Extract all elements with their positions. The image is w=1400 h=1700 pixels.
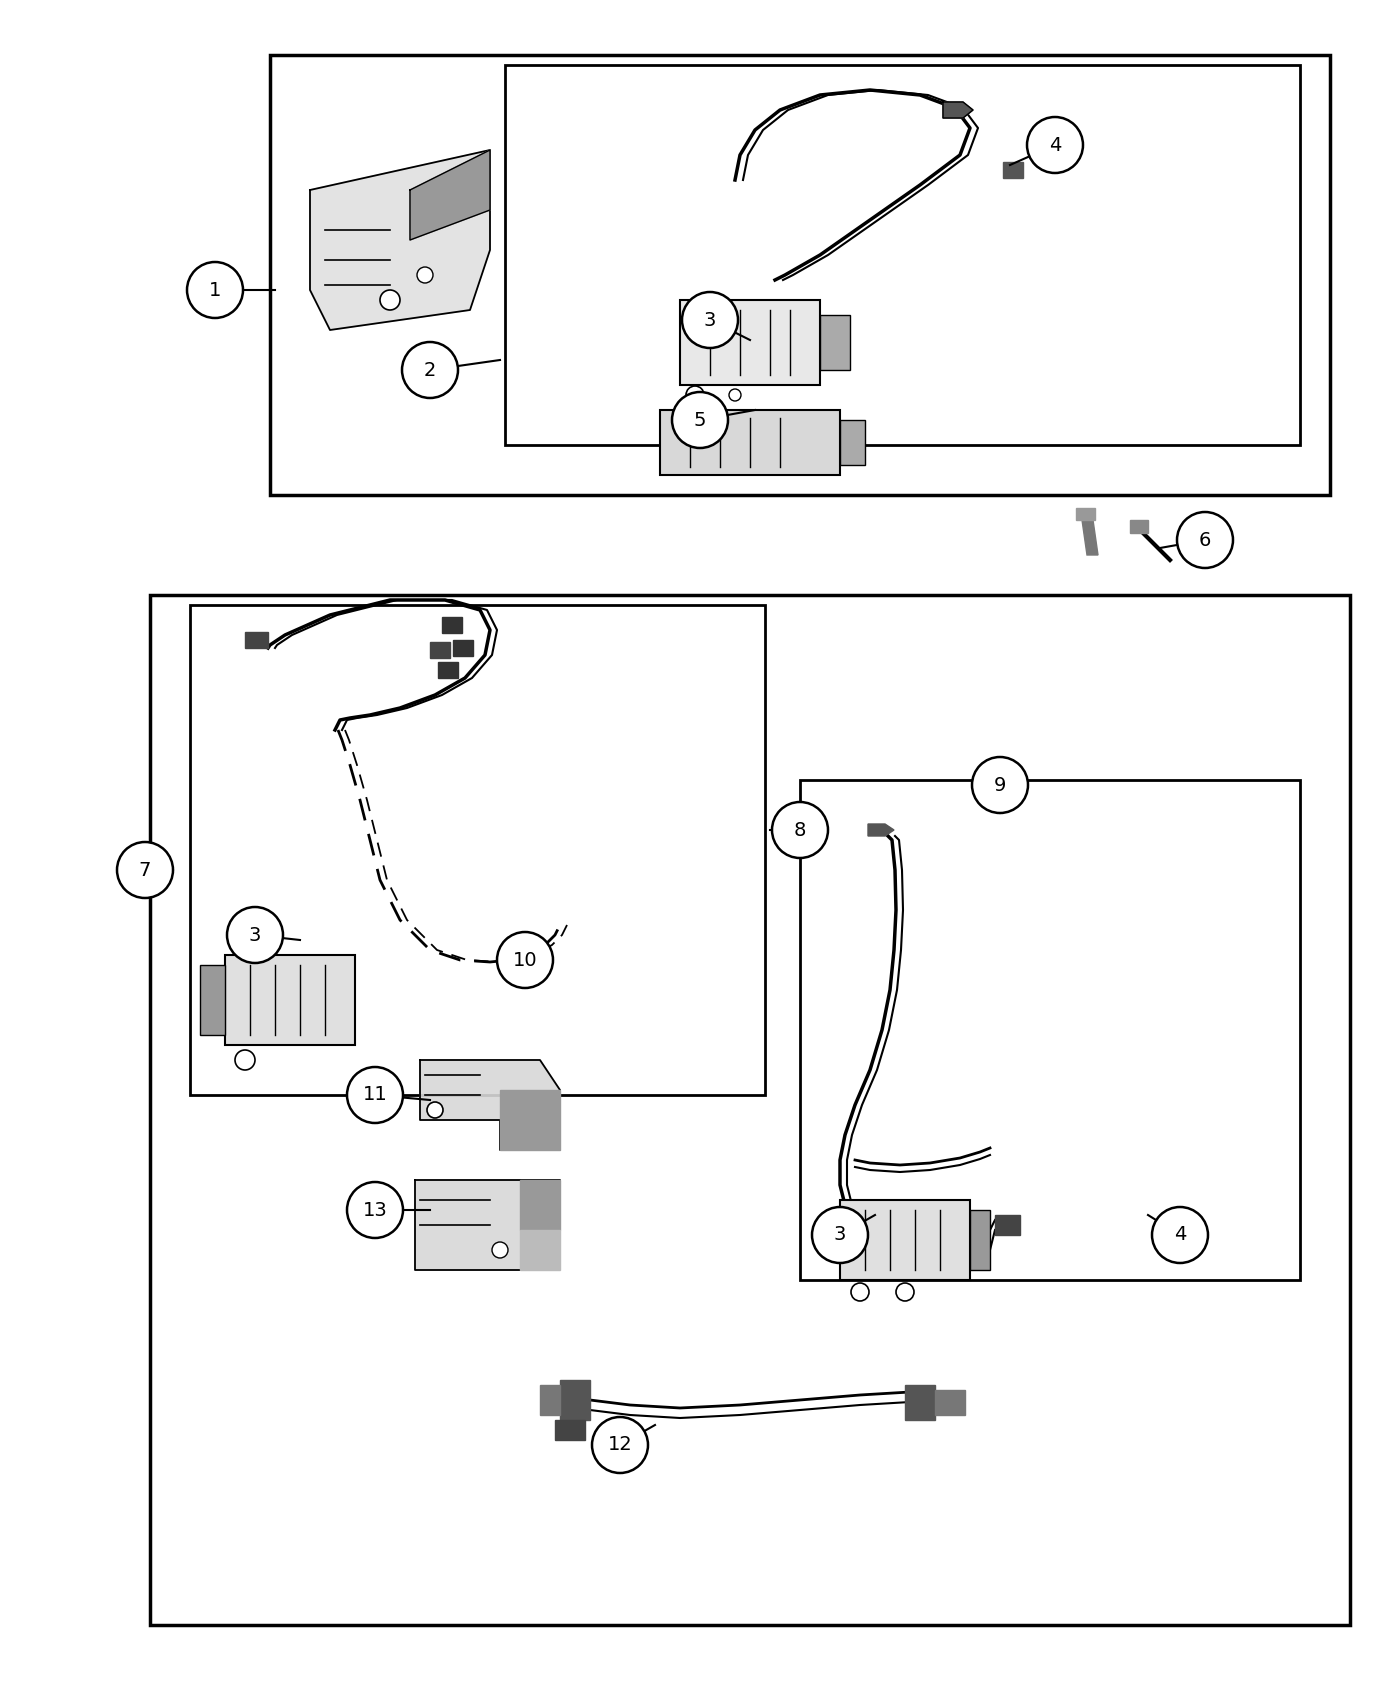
Circle shape (347, 1182, 403, 1238)
Text: 3: 3 (704, 311, 717, 330)
Circle shape (118, 842, 174, 898)
Bar (680, 299, 820, 384)
Bar (970, 1210, 990, 1270)
Text: 2: 2 (424, 360, 437, 379)
Bar (840, 420, 865, 466)
Text: 1: 1 (209, 280, 221, 299)
Circle shape (427, 1102, 442, 1119)
Circle shape (379, 291, 400, 309)
Circle shape (235, 1051, 255, 1069)
Polygon shape (519, 1231, 560, 1270)
Circle shape (1177, 512, 1233, 568)
Polygon shape (868, 824, 895, 836)
Text: 9: 9 (994, 775, 1007, 794)
Text: 4: 4 (1173, 1226, 1186, 1244)
Circle shape (1152, 1207, 1208, 1263)
Polygon shape (995, 1216, 1021, 1234)
Text: 3: 3 (834, 1226, 846, 1244)
Polygon shape (410, 150, 490, 240)
Circle shape (672, 393, 728, 449)
Bar (820, 314, 850, 371)
Circle shape (417, 267, 433, 282)
Circle shape (896, 1284, 914, 1300)
Polygon shape (500, 1090, 560, 1149)
Bar (190, 605, 764, 1095)
Bar (270, 54, 1330, 495)
Circle shape (347, 1068, 403, 1124)
Circle shape (686, 386, 704, 405)
Circle shape (402, 342, 458, 398)
Polygon shape (554, 1420, 585, 1440)
Polygon shape (1002, 162, 1023, 178)
Polygon shape (245, 632, 267, 648)
Circle shape (592, 1418, 648, 1472)
Circle shape (972, 756, 1028, 813)
Bar (225, 955, 356, 1046)
Circle shape (491, 1243, 508, 1258)
Text: 10: 10 (512, 950, 538, 969)
Circle shape (227, 908, 283, 962)
Circle shape (682, 292, 738, 348)
Polygon shape (430, 643, 449, 658)
Polygon shape (904, 1386, 935, 1420)
Polygon shape (1077, 508, 1095, 520)
Polygon shape (442, 617, 462, 632)
Circle shape (497, 932, 553, 988)
Polygon shape (560, 1380, 589, 1420)
Polygon shape (935, 1391, 965, 1414)
Text: 11: 11 (363, 1086, 388, 1105)
Text: 4: 4 (1049, 136, 1061, 155)
Circle shape (771, 802, 827, 858)
Text: 13: 13 (363, 1200, 388, 1219)
Circle shape (812, 1207, 868, 1263)
Bar (150, 595, 1350, 1625)
Circle shape (1028, 117, 1084, 173)
Text: 8: 8 (794, 821, 806, 840)
Text: 6: 6 (1198, 530, 1211, 549)
Circle shape (851, 1284, 869, 1300)
Polygon shape (1082, 520, 1098, 554)
Polygon shape (414, 1180, 560, 1270)
Polygon shape (944, 102, 973, 117)
Polygon shape (438, 661, 458, 678)
Polygon shape (1130, 520, 1148, 534)
Polygon shape (454, 639, 473, 656)
Bar (840, 1200, 970, 1280)
Circle shape (188, 262, 244, 318)
Circle shape (729, 389, 741, 401)
Polygon shape (420, 1061, 560, 1149)
Bar (200, 966, 225, 1035)
Polygon shape (540, 1386, 560, 1414)
Polygon shape (519, 1180, 560, 1231)
Bar (799, 780, 1301, 1280)
Bar (505, 65, 1301, 445)
Text: 12: 12 (608, 1435, 633, 1455)
Bar (659, 410, 840, 474)
Text: 3: 3 (249, 925, 262, 945)
Text: 7: 7 (139, 860, 151, 879)
Text: 5: 5 (694, 410, 706, 430)
Polygon shape (309, 150, 490, 330)
